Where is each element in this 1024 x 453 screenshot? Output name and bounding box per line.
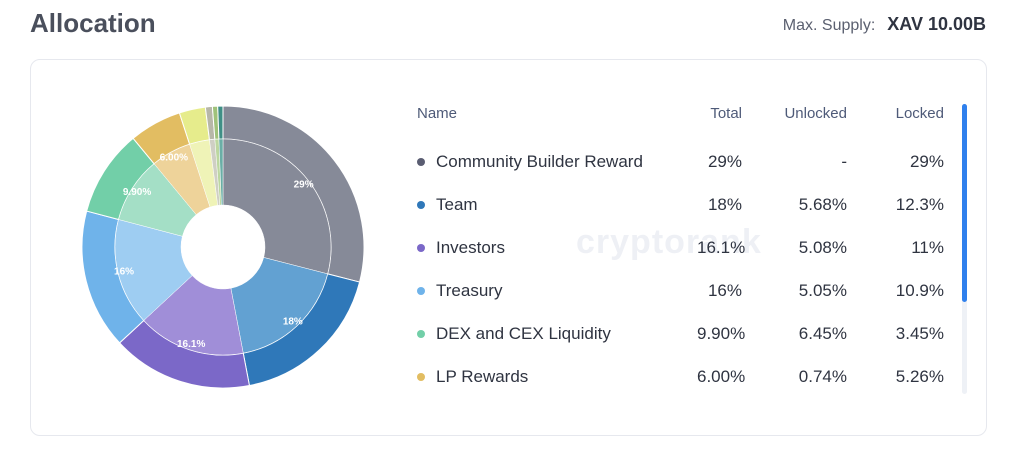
- allocation-card: 29% 18% 16.1% 16% 9.90% 6.00% cryptorank Name…: [30, 59, 987, 436]
- col-unlocked-header[interactable]: Unlocked: [784, 104, 847, 122]
- row-name-cell: Treasury: [417, 281, 697, 301]
- row-name-cell: LP Rewards: [417, 367, 697, 387]
- donut-slice-inner[interactable]: [218, 138, 224, 206]
- table-row[interactable]: Investors 16.1% 5.08% 11%: [417, 226, 947, 269]
- row-locked: 29%: [909, 151, 944, 171]
- table-header: Name Total Unlocked Locked: [417, 98, 947, 128]
- col-name-header[interactable]: Name: [417, 104, 458, 122]
- watermark: cryptorank: [576, 223, 762, 261]
- max-supply-value: XAV 10.00B: [887, 14, 986, 34]
- donut-slice-label: 9.90%: [123, 187, 151, 198]
- allocation-donut-chart: 29% 18% 16.1% 16% 9.90% 6.00%: [81, 105, 365, 389]
- col-total-header[interactable]: Total: [710, 104, 742, 122]
- row-total: 16%: [707, 280, 742, 300]
- legend-dot-icon: [417, 157, 425, 166]
- col-locked-header[interactable]: Locked: [895, 104, 944, 122]
- row-name-cell: DEX and CEX Liquidity: [417, 324, 697, 344]
- row-total: 16.1%: [697, 237, 746, 257]
- legend-dot-icon: [417, 329, 425, 338]
- donut-slice-label: 16%: [114, 267, 134, 278]
- row-name-cell: Community Builder Reward: [417, 152, 697, 172]
- row-name: Team: [436, 194, 478, 214]
- legend-dot-icon: [417, 372, 425, 381]
- table-row[interactable]: Team 18% 5.68% 12.3%: [417, 183, 947, 226]
- row-total: 6.00%: [697, 366, 746, 386]
- row-unlocked: 6.45%: [798, 323, 847, 343]
- table-row[interactable]: Treasury 16% 5.05% 10.9%: [417, 269, 947, 312]
- table-body: Community Builder Reward 29% - 29% Team …: [417, 140, 947, 398]
- donut-slice-label: 6.00%: [160, 153, 188, 164]
- row-name-cell: Investors: [417, 238, 697, 258]
- max-supply-label: Max. Supply:: [782, 17, 876, 34]
- donut-slice-outer[interactable]: [217, 105, 224, 140]
- donut-slice-inner[interactable]: [222, 138, 332, 275]
- row-name-cell: Team: [417, 195, 697, 215]
- donut-slice-inner[interactable]: [114, 219, 193, 321]
- row-locked: 5.26%: [895, 366, 944, 386]
- row-name: Community Builder Reward: [436, 151, 643, 171]
- row-locked: 12.3%: [895, 194, 944, 214]
- donut-slice-inner[interactable]: [143, 275, 244, 356]
- donut-slice-inner[interactable]: [230, 257, 328, 354]
- row-total: 29%: [707, 151, 742, 171]
- table-row[interactable]: DEX and CEX Liquidity 9.90% 6.45% 3.45%: [417, 312, 947, 355]
- max-supply: Max. Supply: XAV 10.00B: [783, 14, 986, 35]
- scrollbar-thumb[interactable]: [962, 104, 967, 302]
- row-unlocked: 5.68%: [798, 194, 847, 214]
- donut-slice-label: 16.1%: [177, 339, 205, 350]
- donut-slice-label: 29%: [294, 179, 314, 190]
- row-total: 9.90%: [697, 323, 746, 343]
- row-name: Investors: [436, 237, 505, 257]
- row-unlocked: 0.74%: [798, 366, 847, 386]
- row-unlocked: 5.08%: [798, 237, 847, 257]
- row-locked: 3.45%: [895, 323, 944, 343]
- row-locked: 10.9%: [895, 280, 944, 300]
- row-name: LP Rewards: [436, 366, 529, 386]
- page-title: Allocation: [30, 8, 156, 38]
- table-row[interactable]: LP Rewards 6.00% 0.74% 5.26%: [417, 355, 947, 398]
- legend-dot-icon: [417, 286, 425, 295]
- table-row[interactable]: Community Builder Reward 29% - 29%: [417, 140, 947, 183]
- row-total: 18%: [707, 194, 742, 214]
- legend-dot-icon: [417, 243, 425, 252]
- row-name: DEX and CEX Liquidity: [436, 323, 611, 343]
- row-unlocked: 5.05%: [798, 280, 847, 300]
- donut-svg: 29% 18% 16.1% 16% 9.90% 6.00%: [81, 105, 365, 389]
- row-locked: 11%: [911, 237, 944, 257]
- row-unlocked: -: [841, 151, 847, 171]
- donut-slice-label: 18%: [283, 316, 303, 327]
- table-scrollbar[interactable]: [962, 104, 967, 394]
- legend-dot-icon: [417, 200, 425, 209]
- row-name: Treasury: [436, 280, 503, 300]
- allocation-table: Name Total Unlocked Locked Community Bui…: [417, 98, 947, 398]
